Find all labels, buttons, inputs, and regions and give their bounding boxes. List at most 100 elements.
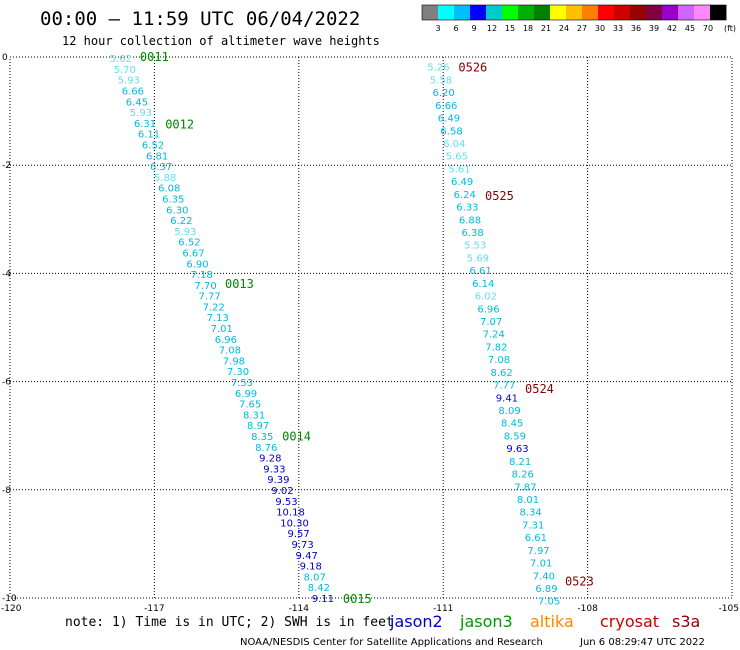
colorbar-label: 3 [435,24,440,33]
time-label: 0014 [282,430,311,444]
colorbar-label: 45 [685,24,695,33]
x-tick-label: -117 [144,604,164,614]
wave-height-value: 5.93 [118,76,140,87]
chart-subtitle: 12 hour collection of altimeter wave hei… [62,34,380,48]
satellite-legend: jason2 jason3 altika cryosat s3a [389,612,700,631]
wave-height-value: 9.39 [267,475,289,486]
wave-height-value: 5.88 [154,173,176,184]
colorbar-swatch [438,5,455,20]
wave-height-value: 6.31 [134,119,156,130]
colorbar-label: 18 [523,24,533,33]
wave-height-value: 8.31 [243,410,265,421]
wave-height-value: 6.38 [462,228,484,239]
y-tick-label: -10 [2,594,17,604]
colorbar-swatch [566,5,583,20]
wave-height-value: 9.53 [275,497,297,508]
colorbar-unit: (ft) [724,24,736,33]
wave-height-value: 6.96 [215,335,237,346]
wave-height-value: 7.08 [219,346,241,357]
wave-height-value: 5.69 [467,253,489,264]
colorbar-label: 9 [471,24,476,33]
wave-height-value: 7.53 [231,378,253,389]
colorbar-swatch [598,5,615,20]
wave-height-value: 6.61 [525,533,547,544]
colorbar-label: 30 [595,24,605,33]
colorbar-swatch [518,5,535,20]
wave-height-value: 5.62 [110,54,132,65]
track-values: 5.625.705.936.666.455.936.316.116.526.81… [110,54,561,608]
wave-height-value: 8.01 [517,495,539,506]
colorbar-swatch [550,5,567,20]
colorbar-swatch [454,5,471,20]
y-tick-label: -8 [2,486,11,496]
colorbar-label: 33 [613,24,623,33]
wave-height-value: 6.99 [235,389,257,400]
footer-timestamp: Jun 6 08:29:47 UTC 2022 [579,637,705,648]
wave-height-value: 5.65 [446,152,468,163]
wave-height-value: 9.57 [287,529,309,540]
wave-height-value: 7.82 [485,342,507,353]
wave-height-value: 7.08 [488,355,510,366]
y-axis-ticks: 0 -2 -4 -6 -8 -10 [2,53,17,604]
wave-height-value: 7.07 [480,317,502,328]
wave-height-value: 9.73 [292,540,314,551]
x-tick-label: -114 [289,604,310,614]
legend-jason3: jason3 [459,612,513,631]
wave-height-value: 6.90 [186,259,208,270]
x-axis-ticks: -120 -117 -114 -111 -108 -105 [1,604,739,614]
wave-height-value: 8.59 [504,431,526,442]
x-tick-label: -120 [1,604,22,614]
wave-height-value: 8.42 [308,583,330,594]
legend-jason2: jason2 [389,612,443,631]
time-label: 0013 [225,277,254,291]
wave-height-value: 7.13 [207,313,229,324]
footer-note: note: 1) Time is in UTC; 2) SWH is in fe… [65,615,394,630]
wave-height-value: 6.30 [166,205,188,216]
wave-height-value: 5.26 [427,63,449,74]
wave-height-value: 8.62 [491,368,513,379]
colorbar-swatch [470,5,487,20]
colorbar-label: 39 [649,24,659,33]
wave-height-value: 6.11 [138,130,160,141]
colorbar-swatch [502,5,519,20]
wave-height-value: 6.22 [170,216,192,227]
x-tick-label: -111 [433,604,453,614]
wave-height-value: 6.02 [475,292,497,303]
wave-height-value: 9.18 [300,562,322,573]
wave-height-value: 8.97 [247,421,269,432]
wave-height-value: 10.18 [276,508,305,519]
wave-height-value: 6.66 [435,101,457,112]
x-tick-label: -108 [577,604,598,614]
wave-height-value: 5.53 [464,241,486,252]
time-label: 0523 [565,575,594,589]
colorbar-swatch [614,5,631,20]
time-label: 0015 [343,592,372,606]
wave-height-value: 6.81 [146,151,168,162]
colorbar-label: 6 [453,24,458,33]
colorbar-swatch [710,5,727,20]
colorbar-swatch [694,5,711,20]
wave-height-value: 7.87 [514,482,536,493]
wave-height-value: 6.33 [456,203,478,214]
wave-height-value: 6.08 [158,184,180,195]
wave-height-value: 7.77 [493,381,515,392]
wave-height-value: 6.67 [182,248,204,259]
wave-height-value: 7.30 [227,367,249,378]
wave-height-value: 5.93 [174,227,196,238]
wave-height-value: 6.45 [126,97,148,108]
time-label: 0525 [485,189,514,203]
wave-height-value: 6.14 [472,279,494,290]
wave-height-value: 9.33 [263,464,285,475]
wave-height-value: 8.26 [512,470,534,481]
wave-height-value: 8.34 [520,508,542,519]
y-tick-label: -2 [2,161,11,171]
wave-height-value: 9.63 [506,444,528,455]
colorbar-label: 27 [577,24,587,33]
colorbar-swatch [422,5,439,20]
wave-height-value: 8.35 [251,432,273,443]
colorbar-label: 12 [487,24,497,33]
colorbar-swatch [646,5,663,20]
wave-height-value: 9.41 [496,393,518,404]
wave-height-value: 9.47 [296,551,318,562]
